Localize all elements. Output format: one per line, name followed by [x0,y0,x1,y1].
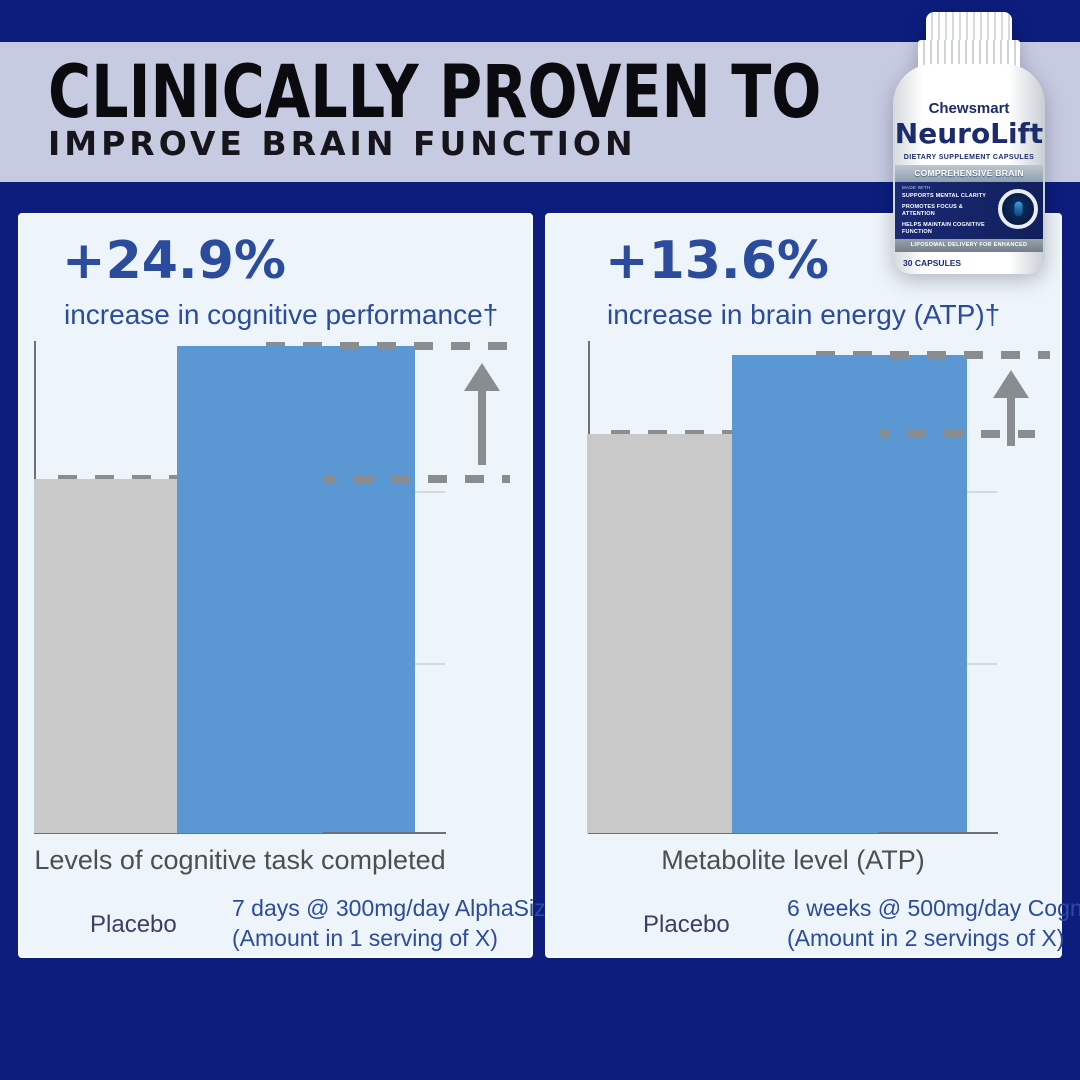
legend-swatch-treatment [177,346,323,833]
legend-swatch-placebo [587,434,735,833]
legend-treatment-line1: 6 weeks @ 500mg/day Cognizin® [787,895,1080,921]
reference-line-treatment [266,342,516,350]
bottle-claims-panel: MADE WITH SUPPORTS MENTAL CLARITY PROMOT… [895,182,1043,239]
stat-percent: +13.6% [605,231,829,291]
bottle-benefit: HELPS MAINTAIN COGNITIVE FUNCTION [902,221,985,236]
stat-description: increase in cognitive performance† [64,299,499,330]
legend-swatch-placebo [34,479,181,833]
x-axis-label: Metabolite level (ATP) [661,845,925,875]
legend-label-treatment: 7 days @ 300mg/day AlphaSize® (Amount in… [232,893,575,953]
legend-swatch-treatment [732,355,879,833]
bottle-benefit: PROMOTES FOCUS & ATTENTION [902,203,963,218]
bottle-brand: Chewsmart [928,100,1010,117]
x-axis-label: Levels of cognitive task completed [34,845,446,875]
legend-label-treatment: 6 weeks @ 500mg/day Cognizin® (Amount in… [787,893,1080,953]
panel-cognitive-performance: +24.9% increase in cognitive performance… [18,213,575,958]
bottle-delivery-band: LIPOSOMAL DELIVERY FOR ENHANCED ABSORPTI… [895,239,1043,261]
product-bottle: Chewsmart NeuroLift DIETARY SUPPLEMENT C… [893,12,1045,274]
increase-arrow-icon [464,363,500,467]
legend-label-placebo: Placebo [90,911,177,938]
bottle-benefit: SUPPORTS MENTAL CLARITY [902,193,987,199]
bottle-capsule-count: 30 CAPSULES [903,258,962,268]
arrow-shaft [478,389,486,465]
page-subtitle: IMPROVE BRAIN FUNCTION [48,124,637,163]
capsule-icon [1014,201,1023,217]
panel-brain-energy: +13.6% increase in brain energy (ATP)† M… [545,213,1080,958]
stat-percent: +24.9% [62,231,286,291]
bottle-support-band: COMPREHENSIVE BRAIN SUPPORT* [895,165,1043,195]
legend-treatment-line1: 7 days @ 300mg/day AlphaSize® [232,895,576,921]
increase-arrow-icon [993,370,1029,448]
legend-label-placebo: Placebo [643,911,730,938]
arrow-head [464,363,500,391]
stat-description: increase in brain energy (ATP)† [607,299,1001,330]
page-title: CLINICALLY PROVEN TO [48,50,822,136]
bottle-type: DIETARY SUPPLEMENT CAPSULES [903,154,1035,161]
legend-treatment-line2: (Amount in 2 servings of X) [787,925,1065,951]
arrow-shaft [1007,396,1015,446]
capsule-badge-icon [998,189,1038,229]
bottle-benefit-list: SUPPORTS MENTAL CLARITY PROMOTES FOCUS &… [902,193,994,240]
arrow-head [993,370,1029,398]
x-axis [588,832,998,834]
bottle-made-with: MADE WITH [902,185,931,190]
bottle-product-name: NeuroLift [894,117,1044,150]
bottle-cap [926,12,1012,40]
legend-treatment-line2: (Amount in 1 serving of X) [232,925,498,951]
reference-line-treatment [816,351,1050,359]
x-axis [34,832,446,834]
